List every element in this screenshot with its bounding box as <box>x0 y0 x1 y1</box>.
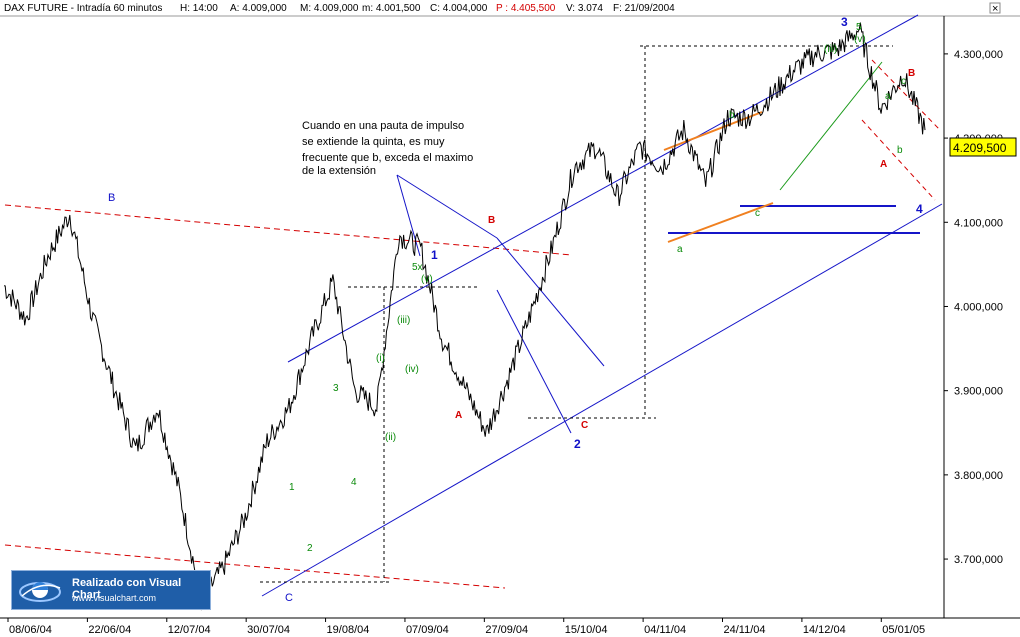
annotation-line-4: de la extensión <box>302 165 376 177</box>
price-tick-label: 4.100,000 <box>954 217 1003 229</box>
wave-label-A-1: A <box>455 410 462 421</box>
price-series-line <box>3 22 926 611</box>
last-price-value: 4.209,500 <box>953 141 1007 155</box>
orange-channel-lower <box>667 202 774 243</box>
header-high: M: 4.009,000 <box>300 3 359 14</box>
header-prev: P : 4.405,500 <box>496 3 556 14</box>
green-wedge-line <box>779 61 883 191</box>
blue-wedge-upper <box>496 237 605 367</box>
red-trendline-lower <box>4 544 506 589</box>
wave-label-B-2: B <box>908 68 915 79</box>
wave-label-c-1: c <box>755 208 760 219</box>
header-volume: V: 3.074 <box>566 3 603 14</box>
price-tick-label: 4.300,000 <box>954 49 1003 61</box>
header-close: C: 4.004,000 <box>430 3 488 14</box>
header-hour: H: 14:00 <box>180 3 218 14</box>
wave-label-A-2: A <box>880 159 887 170</box>
header-instrument: DAX FUTURE - Intradía 60 minutos <box>4 3 162 14</box>
wave-label-4-minor: 4 <box>351 477 357 488</box>
wave-label-1-minor: 1 <box>289 482 295 493</box>
date-tick-label: 12/07/04 <box>168 624 211 636</box>
header-low: m: 4.001,500 <box>362 3 421 14</box>
wave-label-i-1: (i) <box>376 353 385 364</box>
header-date: F: 21/09/2004 <box>613 3 675 14</box>
watermark-title: Realizado con Visual Chart <box>72 577 182 601</box>
visualchart-watermark: Realizado con Visual Chart www.visualcha… <box>11 570 211 610</box>
header-open: A: 4.009,000 <box>230 3 287 14</box>
blue-channel-upper <box>287 14 919 363</box>
date-tick-label: 04/11/04 <box>644 624 686 636</box>
wave-label-ii-1: (ii) <box>385 432 396 443</box>
wave-label-1-major: 1 <box>431 248 438 262</box>
date-tick-label: 05/01/05 <box>882 624 925 636</box>
watermark-url: www.visualchart.com <box>72 593 157 603</box>
wave-label-C-blue: C <box>285 592 293 604</box>
close-button[interactable]: × <box>989 2 1001 15</box>
red-trendline-upper <box>4 204 573 256</box>
date-tick-label: 30/07/04 <box>247 624 290 636</box>
price-tick-label: 3.700,000 <box>954 554 1003 566</box>
wave-label-2-minor: 2 <box>307 543 313 554</box>
price-tick-label: 4.000,000 <box>954 301 1003 313</box>
wave-label-iii-2: (iii) <box>824 44 837 55</box>
wave-labels: 5x 1 2 3 4 5 (i) (ii) (iii) (iv) (v) (ii… <box>108 15 923 604</box>
wave-label-2-major: 2 <box>574 437 581 451</box>
wave-label-3-minor: 3 <box>333 383 339 394</box>
close-icon: × <box>992 3 998 15</box>
annotation-line-1: Cuando en una pauta de impulso <box>302 120 464 132</box>
date-tick-label: 19/08/04 <box>327 624 370 636</box>
wave-label-C-1: C <box>581 420 588 431</box>
wave-label-4-major: 4 <box>916 202 923 216</box>
date-tick-label: 14/12/04 <box>803 624 846 636</box>
date-tick-label: 15/10/04 <box>565 624 608 636</box>
wave-label-iii-1: (iii) <box>397 315 410 326</box>
wave-label-B-1: B <box>488 215 495 226</box>
wave-label-iv-1: (iv) <box>405 364 419 375</box>
date-tick-label: 24/11/04 <box>724 624 766 636</box>
date-tick-label: 22/06/04 <box>88 624 131 636</box>
wave-label-B-blue: B <box>108 192 115 204</box>
wave-label-5: 5 <box>856 22 862 33</box>
wave-label-v-2: (v) <box>854 34 866 45</box>
red-channel-right-lower <box>861 119 936 201</box>
last-price-box <box>949 137 1017 157</box>
date-axis: 08/06/04 22/06/04 12/07/04 30/07/04 19/08/04… <box>7 618 925 636</box>
price-axis: 3.700,000 3.800,000 3.900,000 4.000,000 4.10… <box>944 49 1003 566</box>
date-tick-label: 07/09/04 <box>406 624 449 636</box>
visualchart-logo-icon <box>19 582 61 602</box>
wave-label-5x-left: 5x <box>412 262 423 273</box>
blue-pointer-line-2 <box>396 174 498 239</box>
orange-channel-upper <box>663 111 763 151</box>
drawing-overlays <box>4 14 943 597</box>
price-tick-label: 3.900,000 <box>954 386 1003 398</box>
header-bar <box>0 0 1020 16</box>
date-tick-label: 08/06/04 <box>9 624 52 636</box>
annotation-note: Cuando en una pauta de impulso se extien… <box>302 120 473 177</box>
wave-label-a-1: a <box>677 244 683 255</box>
red-channel-right-upper <box>871 59 941 131</box>
annotation-line-2: se extiende la quinta, es muy <box>302 136 445 148</box>
wave-label-a-2: a <box>885 91 891 102</box>
blue-channel-lower <box>261 203 943 597</box>
wave-label-b-2: b <box>897 145 903 156</box>
wave-label-3-major: 3 <box>841 15 848 29</box>
date-tick-label: 27/09/04 <box>485 624 528 636</box>
wave-label-c-2: c <box>901 76 906 87</box>
blue-pointer-line-1 <box>396 174 421 257</box>
wave-label-b-1: b <box>729 110 735 121</box>
last-price-tag: 4.209,500 <box>949 137 1017 157</box>
blue-wedge-lower <box>496 289 572 434</box>
wave-label-v-1: (v) <box>421 274 433 285</box>
annotation-line-3: frecuente que b, exceda el maximo <box>302 152 473 164</box>
price-tick-label: 3.800,000 <box>954 470 1003 482</box>
